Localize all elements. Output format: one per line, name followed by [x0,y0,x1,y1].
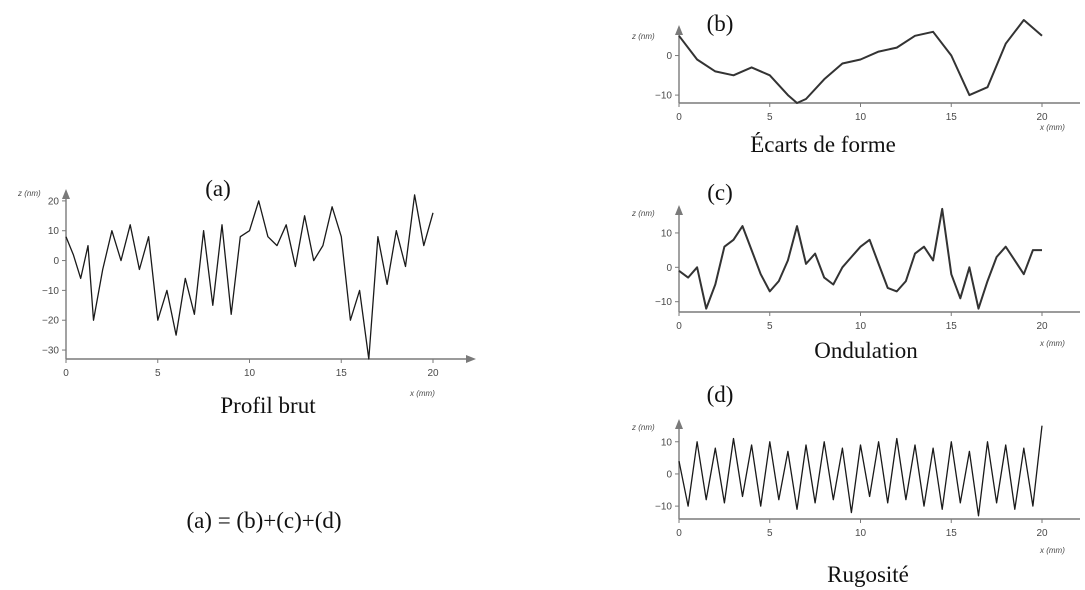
panel-c-ticks: 0 5 10 15 20 −10 0 10 [655,228,1048,332]
panel-c-caption: Ondulation [814,338,918,363]
panel-a-y-tick-label: 10 [48,226,60,237]
panel-a-y-tick-label: −30 [42,346,59,357]
panel-c-label: (c) [707,180,733,205]
panel-a-y-tick-label: 0 [53,256,59,267]
panel-b-series-line [678,19,1043,104]
panel-c-y-arrow [675,205,683,215]
panel-d-x-tick-label: 0 [676,528,682,539]
panel-a-x-arrow [466,355,476,363]
panel-a-y-tick-label: −10 [42,286,59,297]
panel-b-y-axis-label: z (nm) [631,32,655,41]
panel-d-y-tick-label: 10 [661,437,673,448]
panel-d-x-tick-label: 10 [855,528,867,539]
panel-a-y-arrow [62,189,70,199]
panel-d-x-tick-label: 20 [1036,528,1048,539]
decomposition-equation: (a) = (b)+(c)+(d) [186,508,341,533]
panel-b-x-tick-label: 10 [855,112,867,123]
panel-c-x-tick-label: 15 [946,321,958,332]
panel-b-y-tick-label: −10 [655,91,672,102]
panel-b: (b) z (nm) x (mm) 0 5 10 15 20 −10 0 Écarts de… [631,11,1080,157]
panel-a-x-tick-label: 15 [336,368,348,379]
panel-c-series-line [678,207,1042,310]
panel-d-series-line [678,425,1043,517]
panel-a-ticks: 0 5 10 15 20 −30 −20 −10 0 10 20 [42,196,439,379]
panel-a-y-tick-label: −20 [42,316,59,327]
panel-a: (a) z (nm) x (mm) 0 5 10 15 20 −30 −20 −10 0 10 20… [17,176,476,418]
panel-d-y-axis-label: z (nm) [631,423,655,432]
panel-d-y-arrow [675,419,683,429]
panel-b-x-tick-label: 5 [767,112,773,123]
panel-b-y-arrow [675,25,683,35]
panel-c-x-tick-label: 0 [676,321,682,332]
panel-b-x-tick-label: 0 [676,112,682,123]
panel-a-x-tick-label: 0 [63,368,69,379]
panel-a-x-tick-label: 5 [155,368,161,379]
panel-c-x-tick-label: 10 [855,321,867,332]
panel-a-x-tick-label: 20 [427,368,439,379]
panel-a-y-tick-label: 20 [48,196,60,207]
panel-d-y-tick-label: 0 [666,469,672,480]
panel-d-x-axis-label: x (mm) [1039,546,1065,555]
panel-b-caption: Écarts de forme [750,132,896,157]
panel-b-label: (b) [707,11,734,36]
panel-a-caption: Profil brut [220,393,316,418]
panel-d-label: (d) [707,382,734,407]
panel-d-x-tick-label: 15 [946,528,958,539]
panel-c: (c) z (nm) x (mm) 0 5 10 15 20 −10 0 10 Ondulat… [631,180,1080,363]
panel-b-x-tick-label: 20 [1036,112,1048,123]
panel-a-label: (a) [205,176,231,201]
panel-c-y-tick-label: 0 [666,263,672,274]
panel-c-y-tick-label: −10 [655,297,672,308]
panel-b-ticks: 0 5 10 15 20 −10 0 [655,51,1048,123]
panel-c-x-tick-label: 5 [767,321,773,332]
panel-c-y-tick-label: 10 [661,228,673,239]
panel-b-x-tick-label: 15 [946,112,958,123]
panel-d-ticks: 0 5 10 15 20 −10 0 10 [655,437,1048,539]
panel-c-x-axis-label: x (mm) [1039,339,1065,348]
panel-d-x-tick-label: 5 [767,528,773,539]
panel-d-y-tick-label: −10 [655,502,672,513]
panel-c-x-tick-label: 20 [1036,321,1048,332]
panel-c-y-axis-label: z (nm) [631,209,655,218]
panel-a-y-axis-label: z (nm) [17,189,41,198]
panel-b-x-axis-label: x (mm) [1039,123,1065,132]
panel-d-caption: Rugosité [827,562,909,587]
panel-b-y-tick-label: 0 [666,51,672,62]
panel-a-x-tick-label: 10 [244,368,256,379]
panel-a-x-axis-label: x (mm) [409,389,435,398]
panel-a-series-line [65,194,434,360]
panel-d: (d) z (nm) x (mm) 0 5 10 15 20 −10 0 10 Rugosit… [631,382,1080,587]
